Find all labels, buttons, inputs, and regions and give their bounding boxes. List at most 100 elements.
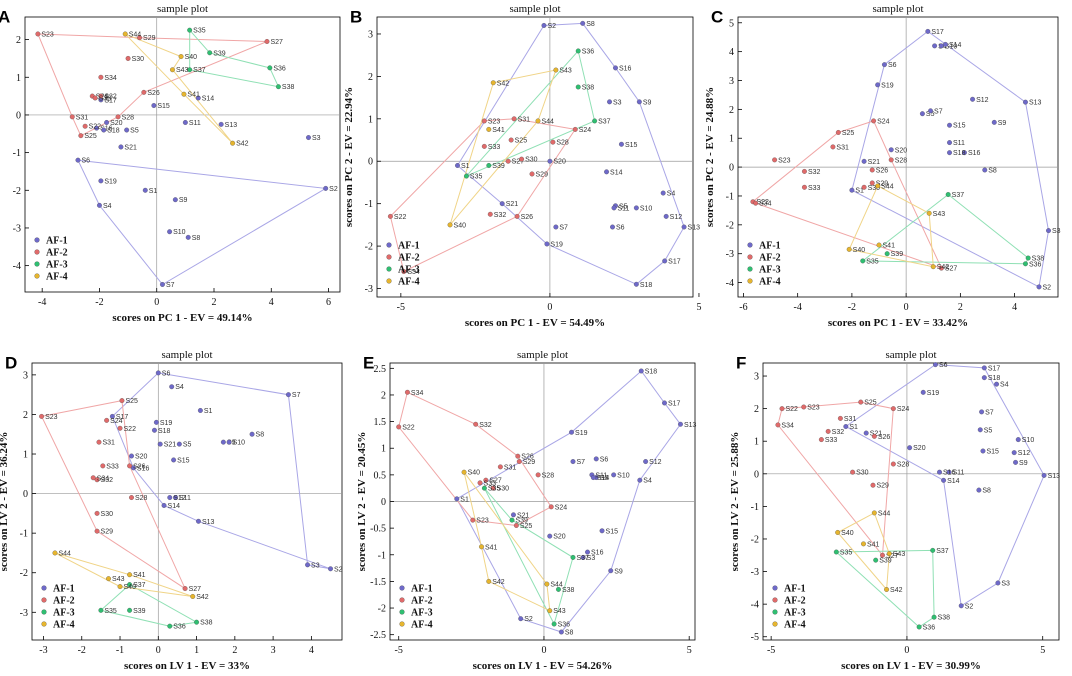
legend-marker <box>41 597 47 603</box>
point-s35 <box>187 27 193 33</box>
x-tick-label: 0 <box>904 645 909 656</box>
point-label: S5 <box>619 203 628 210</box>
y-tick-label: -1 <box>365 199 373 210</box>
point-label: S3 <box>1052 228 1061 235</box>
point-label: S30 <box>525 157 538 164</box>
legend-marker <box>34 249 40 255</box>
legend-label: AF-2 <box>411 596 433 607</box>
point-s3 <box>1046 228 1051 234</box>
x-tick-label: 2 <box>212 297 217 308</box>
point-label: S41 <box>485 544 498 551</box>
y-axis-label: scores on PC 2 - EV = 24.88% <box>704 87 716 227</box>
point-s39 <box>486 163 492 168</box>
y-tick-label: 3 <box>729 76 734 87</box>
point-s36 <box>267 65 273 71</box>
point-s34 <box>775 422 781 428</box>
point-label: S37 <box>133 582 146 589</box>
point-s24 <box>548 504 554 510</box>
point-s36 <box>916 624 922 630</box>
point-label: S43 <box>112 576 125 583</box>
point-label: S27 <box>886 553 899 560</box>
point-s15 <box>151 103 157 108</box>
point-s33 <box>92 95 98 101</box>
point-s39 <box>207 50 213 56</box>
point-label: S37 <box>577 555 590 562</box>
point-s26 <box>871 433 877 439</box>
point-label: S37 <box>952 192 965 199</box>
point-s43 <box>106 576 111 582</box>
point-label: S20 <box>553 159 566 166</box>
y-tick-label: -0.5 <box>370 524 386 535</box>
point-s13 <box>681 224 687 230</box>
point-label: S43 <box>553 608 566 615</box>
point-label: S9 <box>1019 460 1028 467</box>
point-s27 <box>505 158 511 164</box>
point-label: S11 <box>953 140 965 147</box>
point-s30 <box>861 184 867 190</box>
point-s37 <box>945 192 951 197</box>
legend-marker <box>399 621 405 627</box>
point-s18 <box>152 427 157 433</box>
point-s18 <box>633 281 639 287</box>
point-label: S27 <box>512 159 525 166</box>
y-tick-label: 1 <box>368 114 373 125</box>
plot-frame <box>762 362 1060 641</box>
point-s37 <box>187 67 193 73</box>
y-tick-label: 2 <box>729 105 734 116</box>
legend-label: AF-2 <box>759 253 781 264</box>
point-s9 <box>636 99 642 105</box>
point-s29 <box>94 528 100 534</box>
point-label: S39 <box>879 558 892 565</box>
point-label: S43 <box>893 551 906 558</box>
legend-label: AF-2 <box>46 248 68 259</box>
point-s7 <box>928 108 933 114</box>
point-s30 <box>94 510 100 516</box>
legend-marker <box>41 585 47 591</box>
point-label: S20 <box>110 120 123 127</box>
point-label: S35 <box>488 486 501 493</box>
point-s16 <box>613 65 618 71</box>
point-label: S17 <box>668 400 681 407</box>
point-label: S13 <box>684 422 697 429</box>
point-label: S8 <box>586 21 595 28</box>
legend-marker <box>399 585 405 591</box>
point-s19 <box>98 178 104 184</box>
point-label: S19 <box>104 178 117 185</box>
point-s23 <box>772 157 778 163</box>
point-label: S6 <box>616 225 625 232</box>
point-label: S40 <box>468 470 481 477</box>
point-label: S36 <box>173 624 186 631</box>
y-tick-label: -2 <box>751 534 759 545</box>
point-s10 <box>1015 437 1021 443</box>
point-s20 <box>547 533 553 539</box>
point-label: S12 <box>670 214 683 221</box>
x-tick-label: -2 <box>78 645 86 656</box>
point-label: S19 <box>550 241 563 248</box>
point-label: S17 <box>104 97 117 104</box>
point-label: S11 <box>953 470 965 477</box>
point-s41 <box>876 242 882 248</box>
point-s19 <box>920 389 926 395</box>
point-label: S17 <box>668 258 681 265</box>
point-label: S7 <box>292 392 301 399</box>
point-label: S34 <box>759 201 772 208</box>
point-label: S3 <box>312 135 321 142</box>
point-label: S5 <box>600 475 609 482</box>
legend-label: AF-1 <box>411 584 433 595</box>
point-label: S2 <box>1043 284 1052 291</box>
point-s3 <box>580 554 586 560</box>
point-s23 <box>39 413 45 419</box>
point-label: S13 <box>225 122 238 129</box>
point-s26 <box>141 89 147 95</box>
point-s40 <box>846 246 852 252</box>
point-s44 <box>52 550 58 556</box>
point-label: S22 <box>89 124 102 131</box>
point-s17 <box>662 400 667 406</box>
point-label: S26 <box>876 167 889 174</box>
point-label: S17 <box>116 414 129 421</box>
point-label: S5 <box>926 111 935 118</box>
legend-marker <box>386 278 392 284</box>
point-label: S19 <box>160 420 173 427</box>
